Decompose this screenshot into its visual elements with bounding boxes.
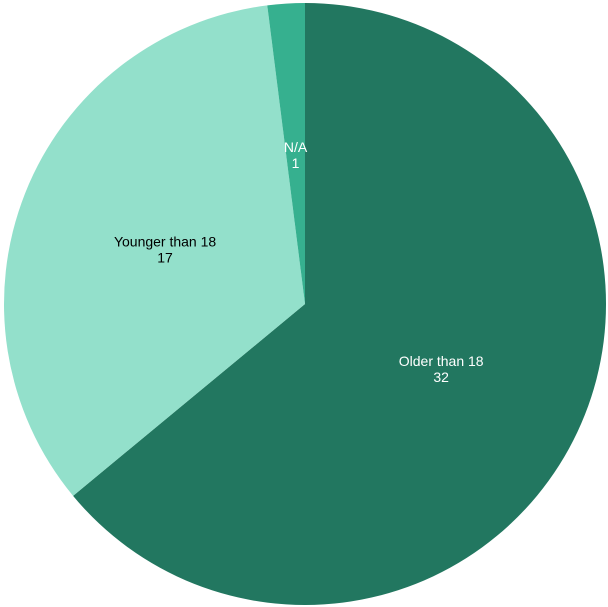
slice-value-label: 32 xyxy=(433,369,449,385)
slice-value-label: 1 xyxy=(292,155,300,171)
slice-label: Younger than 18 xyxy=(114,234,216,250)
slice-label: N/A xyxy=(284,139,308,155)
slice-label: Older than 18 xyxy=(399,353,484,369)
pie-slice-n-a xyxy=(267,2,305,304)
pie-slices xyxy=(4,2,607,605)
pie-slice-older-than-18 xyxy=(73,3,607,605)
pie-slice-younger-than-18 xyxy=(4,5,306,496)
slice-value-label: 17 xyxy=(157,250,173,266)
